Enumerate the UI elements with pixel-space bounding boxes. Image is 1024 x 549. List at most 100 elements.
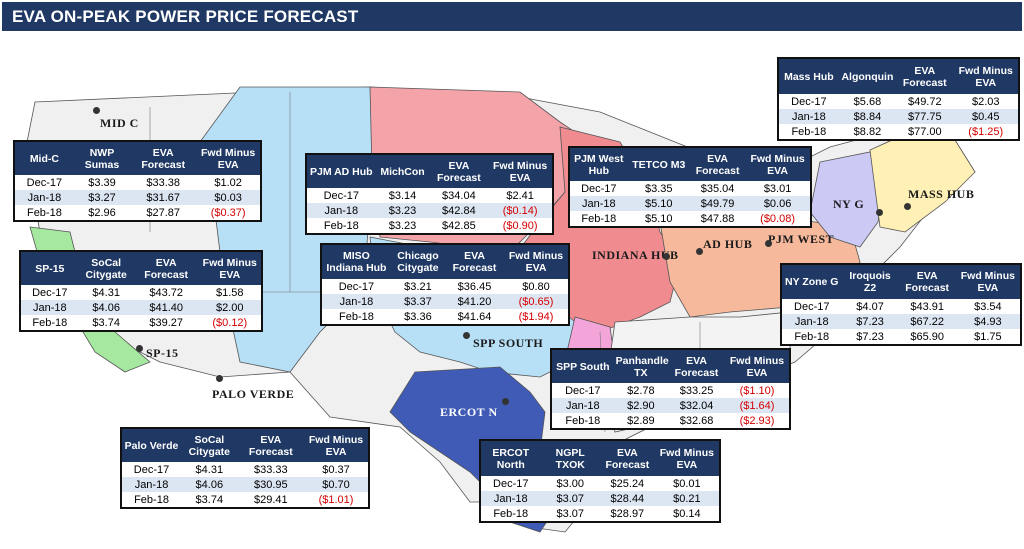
price-table-mid-c: Mid-C NWP Sumas EVA Forecast Fwd Minus EVA … — [13, 140, 262, 222]
col-diff: Fwd Minus EVA — [196, 142, 260, 175]
col-gas: SoCal Citygate — [181, 429, 238, 462]
hub-dot-mass-hub — [904, 203, 911, 210]
hub-dot-sp15 — [136, 345, 143, 352]
table-row: Feb-18 $3.74 $29.41 ($1.01) — [134, 493, 354, 506]
col-forecast: EVA Forecast — [237, 429, 305, 462]
map-label-mid-c: MID C — [100, 116, 139, 130]
price-table-palo-verde: Palo Verde SoCal Citygate EVA Forecast Fwd … — [120, 427, 370, 509]
col-gas: TETCO M3 — [627, 148, 690, 181]
map-label-ad-hub: AD HUB — [703, 237, 753, 251]
col-diff: Fwd Minus EVA — [304, 429, 368, 462]
table-row: Jan-18 $3.07 $28.44 $0.21 — [481, 491, 719, 506]
price-table-spp-south: SPP South Panhandle TX EVA Forecast Fwd Min… — [550, 348, 791, 430]
col-hub: SP-15 — [21, 252, 79, 285]
col-diff: Fwd Minus EVA — [953, 59, 1018, 94]
hub-dot-ercot-n — [502, 398, 509, 405]
table-row: Jan-18 $3.27 $31.67 $0.03 — [15, 190, 260, 205]
col-diff: Fwd Minus EVA — [504, 245, 568, 279]
price-table-sp15: SP-15 SoCal Citygate EVA Forecast Fwd Minus… — [19, 250, 263, 332]
table-row: Dec-17 $3.39 $33.38 $1.02 — [26, 176, 242, 189]
col-forecast: EVA Forecast — [896, 59, 954, 94]
col-hub: Mass Hub — [779, 59, 839, 94]
table-row: Jan-18 $4.06 $30.95 $0.70 — [122, 477, 368, 492]
table-row: Feb-18 $3.23 $42.85 ($0.90) — [323, 219, 538, 232]
table-row: Jan-18 $7.23 $67.22 $4.93 — [782, 314, 1020, 329]
map-label-ercot-n: ERCOT N — [440, 405, 498, 419]
table-row: Jan-18 $8.84 $77.75 $0.45 — [779, 109, 1018, 124]
hub-dot-mid-c — [93, 107, 100, 114]
table-row: Feb-18 $2.96 $27.87 ($0.37) — [26, 206, 246, 219]
col-gas: SoCal Citygate — [78, 252, 134, 285]
table-row: Dec-17 $3.35 $35.04 $3.01 — [581, 182, 792, 195]
col-forecast: EVA Forecast — [133, 252, 199, 285]
price-table-pjm-ad-hub: PJM AD Hub MichCon EVA Forecast Fwd Minus E… — [305, 153, 554, 235]
col-diff: Fwd Minus EVA — [745, 148, 810, 181]
col-diff: Fwd Minus EVA — [198, 252, 261, 285]
col-diff: Fwd Minus EVA — [724, 350, 789, 383]
price-table-pjm-west: PJM West Hub TETCO M3 EVA Forecast Fwd Minu… — [568, 146, 812, 228]
price-table-mass-hub: Mass Hub Algonquin EVA Forecast Fwd Minus E… — [777, 57, 1020, 141]
col-gas: Algonquin — [838, 59, 897, 94]
table-row: Jan-18 $2.90 $32.04 ($1.64) — [552, 398, 789, 413]
hub-dot-ny-g — [876, 209, 883, 216]
region-isone — [869, 131, 976, 233]
col-forecast: EVA Forecast — [668, 350, 725, 383]
table-row: Dec-17 $3.14 $34.04 $2.41 — [323, 189, 534, 202]
map-label-pjm-west: PJM WEST — [768, 232, 835, 246]
hub-dot-pjm-west — [765, 240, 772, 247]
hub-dot-palo-verde — [216, 375, 223, 382]
table-row: Feb-18 $5.10 $47.88 ($0.08) — [581, 212, 796, 225]
table-row: Feb-18 $3.07 $28.97 $0.14 — [493, 507, 701, 520]
col-hub: PJM West Hub — [570, 148, 628, 181]
hub-dot-spp-south — [463, 332, 470, 339]
page-title: EVA ON-PEAK POWER PRICE FORECAST — [12, 7, 359, 26]
col-hub: Palo Verde — [122, 429, 182, 462]
col-diff: Fwd Minus EVA — [488, 155, 552, 188]
col-diff: Fwd Minus EVA — [654, 441, 719, 476]
table-row: Jan-18 $3.23 $42.84 ($0.14) — [307, 203, 552, 218]
col-hub: MISO Indiana Hub — [322, 245, 391, 279]
col-hub: PJM AD Hub — [307, 155, 376, 188]
col-forecast: EVA Forecast — [130, 142, 197, 175]
price-table-ercot-north: ERCOT North NGPL TXOK EVA Forecast Fwd Minu… — [479, 439, 721, 523]
map-label-sp15: SP-15 — [146, 346, 179, 360]
col-forecast: EVA Forecast — [429, 155, 489, 188]
table-row: Dec-17 $3.00 $25.24 $0.01 — [493, 477, 701, 490]
price-table-ny-zone-g: NY Zone G Iroquois Z2 EVA Forecast Fwd Minu… — [780, 263, 1022, 346]
table-row: Feb-18 $3.36 $41.64 ($1.94) — [339, 310, 554, 323]
map-label-spp-south: SPP SOUTH — [473, 336, 544, 350]
table-row: Feb-18 $8.82 $77.00 ($1.25) — [791, 125, 1004, 138]
col-gas: NGPL TXOK — [540, 441, 600, 476]
table-row: Jan-18 $3.37 $41.20 ($0.65) — [322, 294, 568, 309]
col-hub: Mid-C — [15, 142, 74, 175]
col-gas: MichCon — [375, 155, 430, 188]
col-gas: Iroquois Z2 — [841, 265, 899, 299]
table-row: Dec-17 $5.68 $49.72 $2.03 — [791, 95, 1000, 108]
map-label-ny-g: NY G — [833, 197, 865, 211]
map-label-palo-verde: PALO VERDE — [212, 387, 295, 401]
col-forecast: EVA Forecast — [898, 265, 956, 299]
table-row: Dec-17 $4.31 $43.72 $1.58 — [32, 286, 244, 299]
title-bar: EVA ON-PEAK POWER PRICE FORECAST — [2, 2, 1022, 31]
table-row: Feb-18 $3.74 $39.27 ($0.12) — [32, 316, 248, 329]
table-row: Dec-17 $3.21 $36.45 $0.80 — [338, 280, 550, 293]
map-label-indiana-hub: INDIANA HUB — [592, 248, 679, 262]
col-forecast: EVA Forecast — [689, 148, 746, 181]
table-row: Jan-18 $4.06 $41.40 $2.00 — [21, 300, 261, 315]
table-row: Jan-18 $5.10 $49.79 $0.06 — [570, 196, 810, 211]
col-hub: NY Zone G — [782, 265, 842, 299]
col-gas: NWP Sumas — [73, 142, 131, 175]
table-row: Feb-18 $2.89 $32.68 ($2.93) — [565, 414, 775, 427]
col-forecast: EVA Forecast — [444, 245, 505, 279]
table-row: Feb-18 $7.23 $65.90 $1.75 — [794, 330, 1002, 343]
hub-dot-ad-hub — [696, 248, 703, 255]
table-row: Dec-17 $2.78 $33.25 ($1.10) — [565, 384, 775, 397]
col-gas: Chicago Citygate — [390, 245, 445, 279]
hub-dot-indiana-hub — [663, 253, 670, 260]
price-table-miso-indiana: MISO Indiana Hub Chicago Citygate EVA Fore… — [320, 243, 570, 326]
table-row: Dec-17 $4.31 $33.33 $0.37 — [133, 463, 350, 476]
col-hub: ERCOT North — [481, 441, 541, 476]
table-row: Dec-17 $4.07 $43.91 $3.54 — [794, 300, 1002, 313]
col-diff: Fwd Minus EVA — [955, 265, 1020, 299]
map-label-mass-hub: MASS HUB — [908, 187, 975, 201]
